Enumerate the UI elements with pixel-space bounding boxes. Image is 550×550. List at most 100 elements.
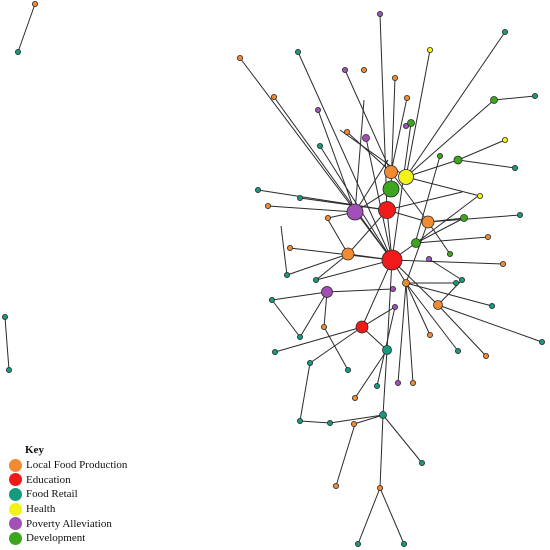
legend-label: Local Food Production <box>26 459 128 472</box>
node-retail <box>271 348 278 355</box>
node-poverty <box>346 203 364 221</box>
node-production <box>286 244 293 251</box>
legend-swatch <box>9 487 22 501</box>
node-development <box>446 250 453 257</box>
node-poverty <box>425 255 432 262</box>
node-retail <box>454 347 461 354</box>
node-poverty <box>314 107 321 114</box>
node-production <box>403 95 410 102</box>
legend-title: Key <box>25 444 44 456</box>
node-production <box>320 323 327 330</box>
node-production <box>332 482 339 489</box>
node-retail <box>452 279 459 286</box>
node-production <box>484 233 491 240</box>
node-production <box>376 484 383 491</box>
node-retail <box>254 186 261 193</box>
legend-swatch <box>9 473 22 487</box>
node-retail <box>316 142 323 149</box>
node-production <box>433 300 443 310</box>
node-production <box>236 55 243 62</box>
node-production <box>426 331 433 338</box>
node-poverty <box>389 285 396 292</box>
legend-label: Education <box>26 473 71 486</box>
node-retail <box>512 164 519 171</box>
node-education <box>378 201 396 219</box>
node-development <box>382 180 400 198</box>
node-retail <box>517 211 524 218</box>
node-retail <box>296 194 303 201</box>
legend-item: Health <box>9 502 127 517</box>
node-health <box>426 47 433 54</box>
node-production <box>391 75 398 82</box>
node-retail <box>418 459 425 466</box>
node-production <box>402 279 410 287</box>
node-poverty <box>362 134 370 142</box>
node-development <box>411 238 421 248</box>
node-production <box>482 352 489 359</box>
node-education <box>381 249 403 271</box>
node-production <box>341 247 355 261</box>
node-retail <box>379 411 387 419</box>
node-retail <box>488 302 495 309</box>
node-poverty <box>321 286 333 298</box>
node-poverty <box>376 10 383 17</box>
legend-swatch <box>9 517 22 531</box>
node-poverty <box>402 123 409 130</box>
legend-swatch <box>9 458 22 472</box>
legend-item: Poverty Alleviation <box>9 516 127 531</box>
legend-label: Health <box>26 503 56 516</box>
legend-items: Local Food Production Education Food Retai… <box>9 458 127 546</box>
node-development <box>490 96 498 104</box>
node-development <box>436 152 443 159</box>
node-retail <box>373 382 380 389</box>
node-development <box>453 155 463 165</box>
node-production <box>270 94 277 101</box>
node-retail <box>296 417 303 424</box>
node-production <box>343 128 350 135</box>
legend-swatch <box>9 502 22 516</box>
node-retail <box>382 345 392 355</box>
node-production <box>32 1 39 7</box>
node-education <box>355 320 369 334</box>
legend-item: Local Food Production <box>9 458 127 473</box>
node-development <box>460 214 468 222</box>
node-production <box>499 260 506 267</box>
node-production <box>264 202 271 209</box>
node-development <box>407 119 415 127</box>
node-production <box>384 165 398 179</box>
node-retail <box>458 276 465 283</box>
legend-swatch <box>9 531 22 545</box>
legend-label: Development <box>26 532 86 545</box>
node-production <box>351 394 358 401</box>
node-health <box>476 192 483 199</box>
node-health <box>398 169 414 185</box>
node-health <box>501 136 508 143</box>
node-production <box>409 379 416 386</box>
node-poverty <box>394 379 401 386</box>
node-retail <box>400 541 407 548</box>
node-retail <box>326 419 333 426</box>
legend-item: Education <box>9 473 127 488</box>
legend: Key Local Food Production Education Food R… <box>9 444 127 546</box>
legend-item: Development <box>9 531 127 546</box>
legend-item: Food Retail <box>9 487 127 502</box>
node-production <box>360 67 367 74</box>
node-retail <box>354 541 361 548</box>
node-retail <box>2 313 8 320</box>
node-retail <box>296 333 303 340</box>
node-retail <box>14 49 21 56</box>
node-retail <box>283 271 290 278</box>
legend-label: Poverty Alleviation <box>26 517 112 530</box>
node-retail <box>532 93 539 100</box>
network-edges <box>4 3 543 545</box>
node-poverty <box>391 303 398 310</box>
legend-label: Food Retail <box>26 488 78 501</box>
node-retail <box>306 359 313 366</box>
node-retail <box>294 49 301 56</box>
node-retail <box>268 296 275 303</box>
node-retail <box>501 28 508 35</box>
node-retail <box>6 366 12 373</box>
node-retail <box>344 366 351 373</box>
